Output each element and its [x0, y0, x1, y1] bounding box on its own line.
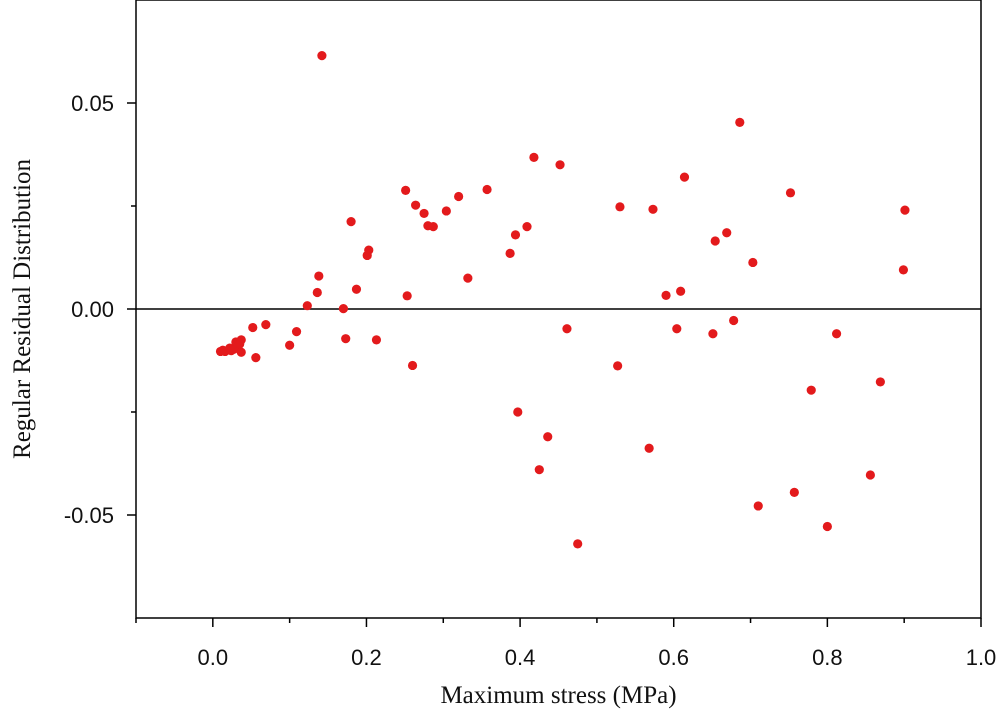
data-point — [482, 184, 492, 195]
data-point — [661, 290, 671, 301]
x-tick-label: 0.6 — [658, 645, 689, 670]
data-point — [261, 320, 271, 330]
data-point — [679, 172, 690, 182]
x-tick-label: 0.0 — [198, 645, 229, 670]
y-tick-label: -0.05 — [64, 503, 114, 528]
data-point — [505, 248, 515, 258]
data-point — [729, 315, 739, 326]
x-tick-label: 1.0 — [966, 645, 997, 670]
data-point — [317, 51, 327, 61]
y-axis-title: Regular Residual Distribution — [9, 159, 36, 459]
data-point — [312, 287, 322, 298]
data-point — [644, 443, 654, 453]
data-points — [215, 51, 910, 549]
x-tick-label: 0.4 — [505, 645, 536, 670]
data-point — [615, 202, 625, 212]
axis-tick-labels: 0.0 0.2 0.4 0.6 0.8 1.0 0.05 0.00 -0.05 — [64, 91, 996, 670]
data-point — [875, 377, 885, 387]
data-point — [648, 204, 658, 214]
data-point — [822, 521, 832, 532]
data-point — [562, 324, 572, 334]
data-point — [314, 271, 324, 281]
data-point — [338, 303, 349, 314]
data-point — [900, 205, 910, 215]
data-point — [513, 407, 523, 417]
data-point — [555, 160, 565, 170]
data-point — [346, 217, 356, 227]
data-point — [785, 188, 796, 198]
data-point — [441, 206, 451, 216]
x-tick-label: 0.2 — [351, 645, 382, 670]
data-point — [341, 334, 351, 344]
data-point — [543, 432, 553, 442]
x-axis-title: Maximum stress (MPa) — [440, 682, 676, 709]
data-point — [573, 539, 583, 549]
data-point — [401, 185, 411, 195]
y-tick-label: 0.00 — [71, 297, 114, 322]
data-point — [898, 265, 909, 275]
data-point — [831, 329, 842, 339]
data-point — [522, 222, 532, 232]
data-point — [735, 117, 745, 127]
data-point — [236, 335, 246, 345]
axis-ticks — [127, 102, 982, 627]
data-point — [672, 324, 682, 334]
data-point — [748, 257, 758, 268]
data-point — [789, 487, 799, 497]
data-point — [419, 208, 429, 219]
data-point — [411, 200, 421, 210]
data-point — [463, 273, 473, 283]
data-point — [753, 501, 763, 511]
data-point — [865, 470, 875, 480]
data-point — [402, 291, 412, 301]
data-point — [534, 465, 544, 475]
x-tick-label: 0.8 — [812, 645, 843, 670]
data-point — [722, 228, 732, 238]
data-point — [529, 152, 539, 162]
data-point — [236, 347, 246, 357]
data-point — [708, 329, 718, 339]
data-point — [454, 191, 464, 202]
y-tick-label: 0.05 — [71, 91, 114, 116]
data-point — [364, 245, 374, 255]
data-point — [806, 385, 816, 395]
data-point — [371, 335, 382, 345]
data-point — [248, 322, 258, 333]
data-point — [510, 230, 521, 240]
data-point — [291, 327, 302, 337]
data-point — [407, 360, 418, 371]
data-point — [428, 222, 438, 232]
data-point — [251, 353, 261, 363]
data-point — [676, 286, 686, 296]
data-point — [302, 301, 312, 311]
data-point — [613, 361, 623, 371]
data-point — [351, 284, 362, 294]
data-point — [710, 236, 720, 246]
data-point — [285, 340, 295, 350]
